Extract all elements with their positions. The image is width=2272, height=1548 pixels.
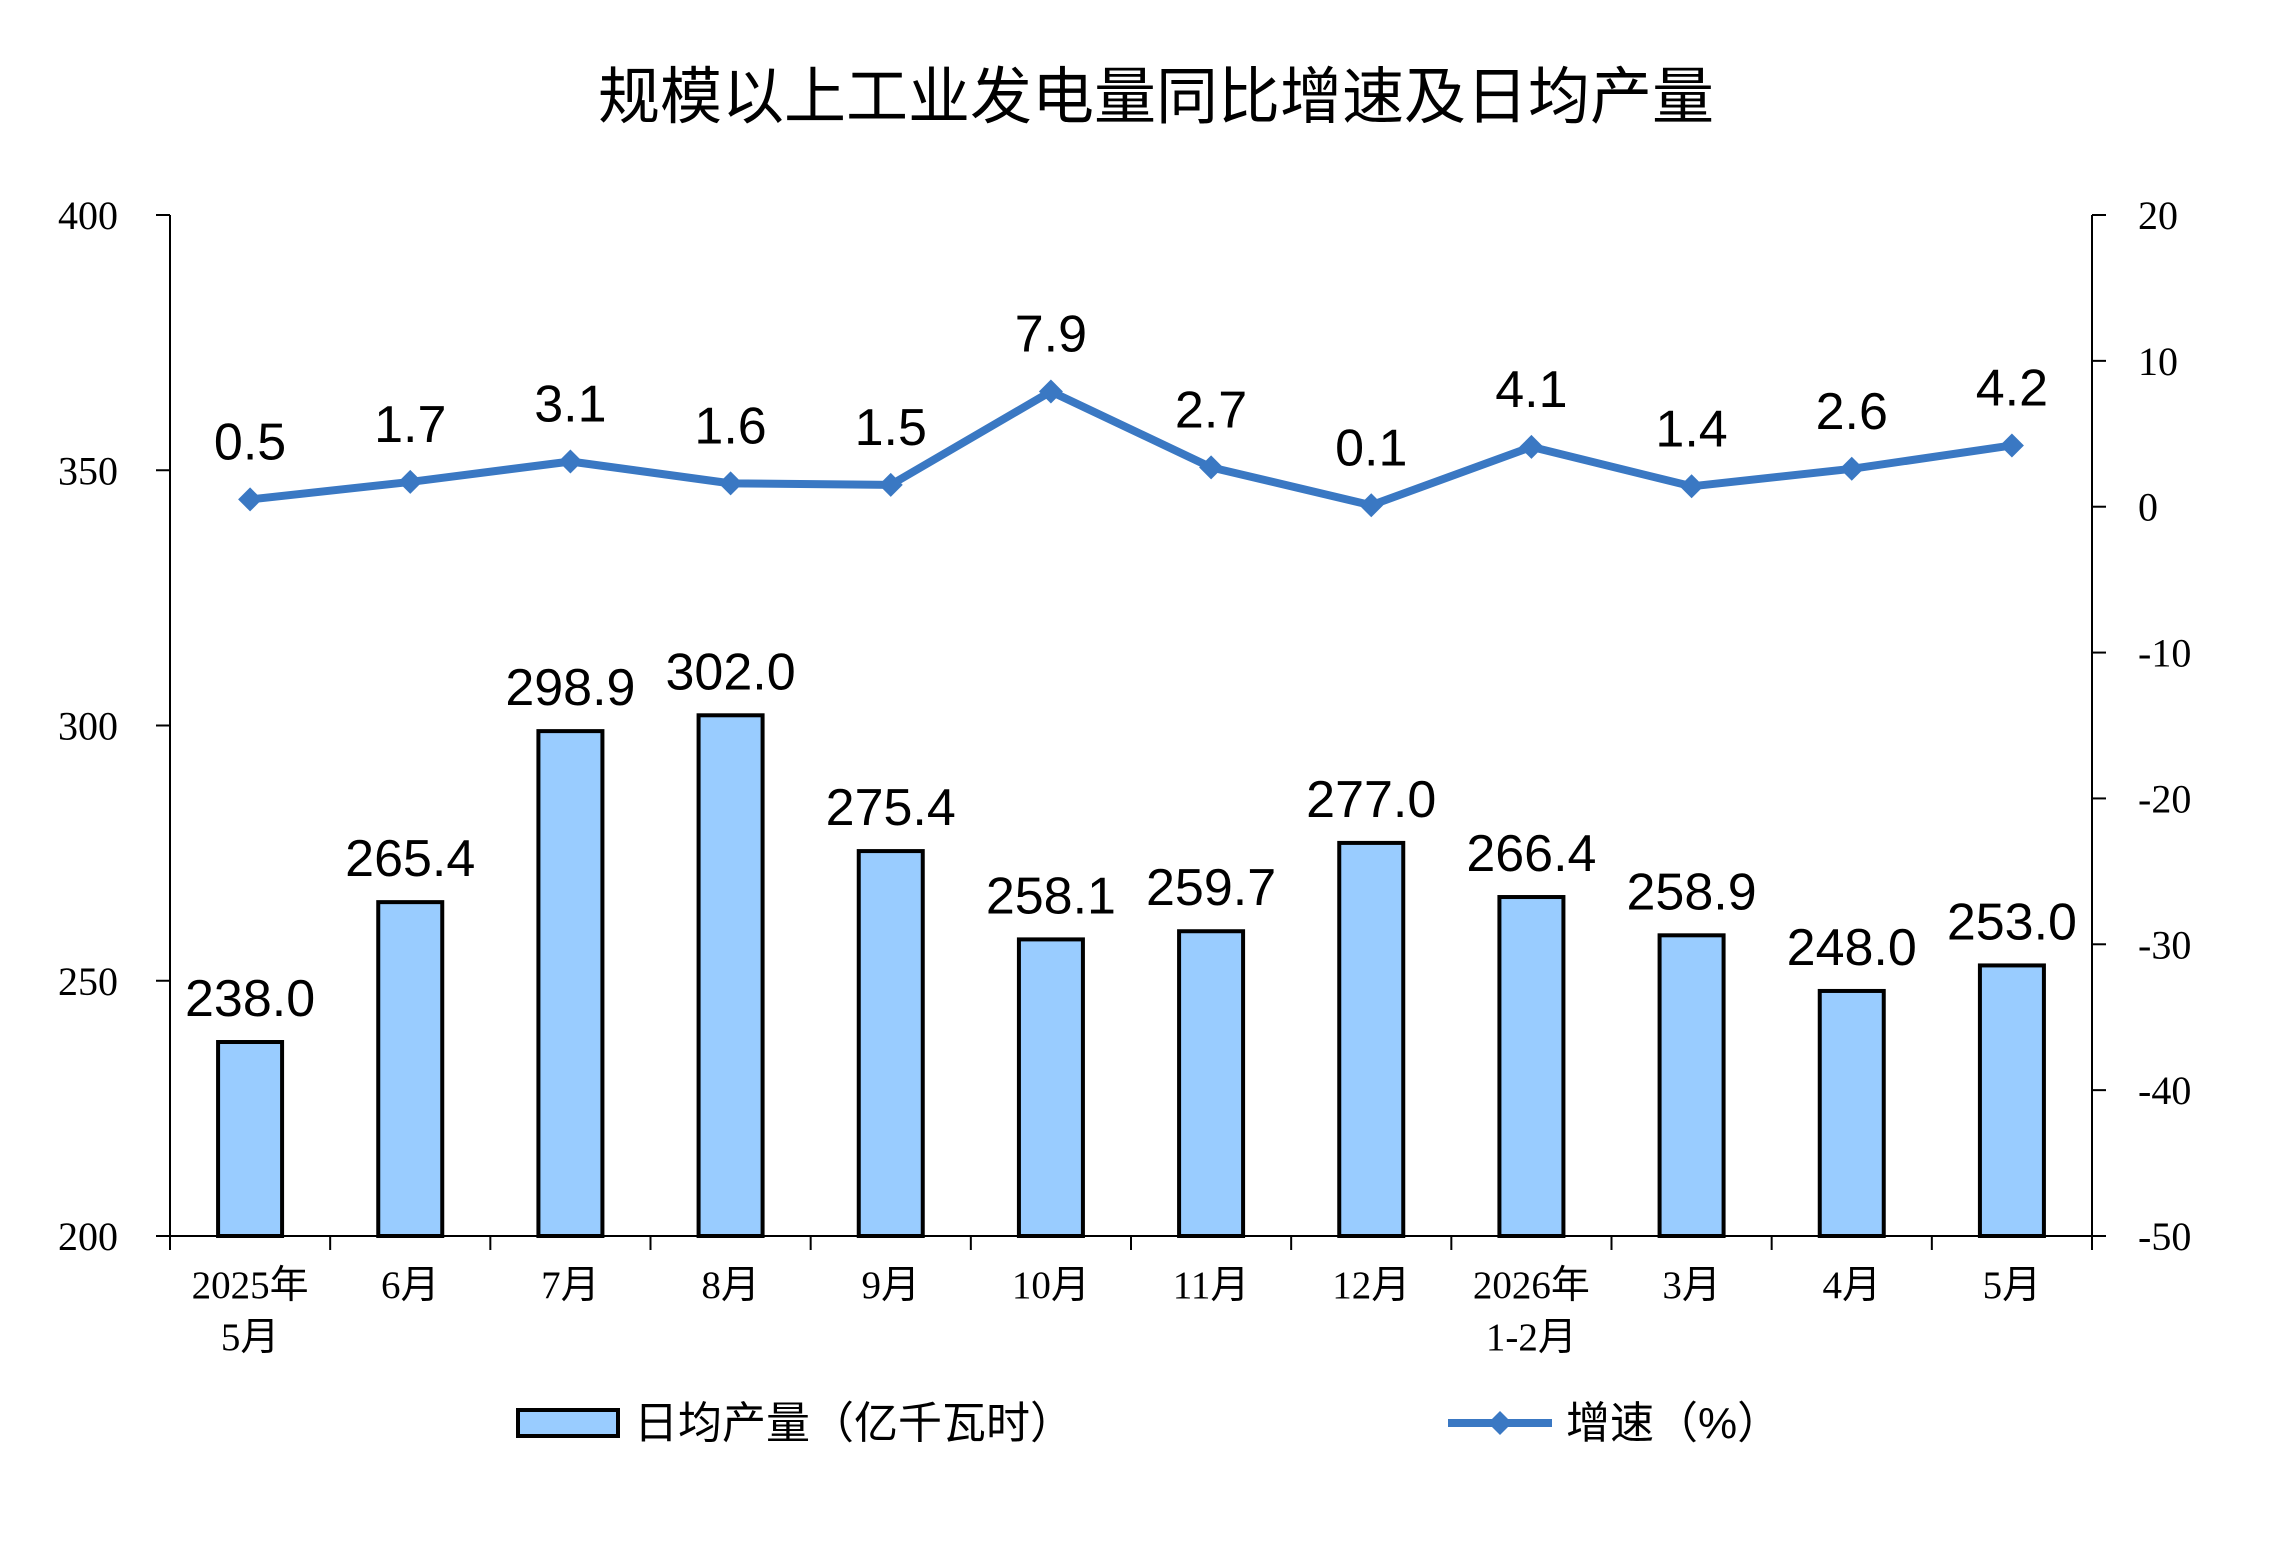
left-tick-label: 250 [58,959,118,1004]
right-tick-label: -20 [2138,776,2191,821]
line-series [238,379,2024,518]
x-category-label: 5月 [1983,1264,2042,1307]
line-data-label: 0.1 [1335,419,1407,477]
line-data-label: 7.9 [1015,305,1087,363]
bar-data-label: 275.4 [826,779,956,837]
line-data-label: 1.7 [374,396,446,454]
x-category-label: 8月 [701,1264,760,1307]
line-data-label: 2.6 [1816,383,1888,441]
line-point [1199,455,1224,480]
bar-data-label: 238.0 [185,970,315,1028]
legend-bar-swatch [516,1408,620,1438]
right-tick-label: -10 [2138,631,2191,676]
line-point [1999,433,2024,458]
bar [376,900,445,1238]
legend-line-marker [1488,1411,1512,1435]
right-tick-label: -50 [2138,1214,2191,1259]
bar [536,729,605,1238]
bar [856,849,925,1238]
right-tick-label: 10 [2138,339,2178,384]
legend-bar-label: 日均产量（亿千瓦时） [634,1399,1074,1448]
bar [1497,895,1566,1238]
line-point [1038,379,1063,404]
line-point [1359,493,1384,518]
right-tick-label: -40 [2138,1068,2191,1113]
bar [1337,840,1406,1238]
bar [1657,933,1726,1238]
line-series-path [249,387,2013,510]
line-point [1679,474,1704,499]
line-point [1519,434,1544,459]
x-category-label: 5月 [221,1316,280,1359]
line-data-label: 4.1 [1495,361,1567,419]
bar-data-label: 253.0 [1947,893,2077,951]
legend: 日均产量（亿千瓦时） 增速（%） [516,1399,1781,1448]
bar-data-label: 258.9 [1627,863,1757,921]
bar-data-labels: 238.0 265.4 298.9 302.0 275.4 258.1 259.7 277.0… [185,643,2077,1028]
x-category-label: 2025年 [192,1264,309,1307]
axes: 200 250 300 350 400 -50 -40 -30 -20 -10 0 10 20 [58,193,2191,1259]
line-data-label: 1.4 [1655,400,1727,458]
bar [216,1040,285,1239]
left-tick-label: 350 [58,448,118,493]
right-tick-label: 0 [2138,485,2158,530]
legend-line-label: 增速（%） [1566,1399,1781,1448]
line-data-label: 3.1 [534,375,606,433]
line-data-label: 0.5 [214,413,286,471]
x-category-label: 11月 [1173,1264,1250,1307]
line-point [878,472,903,497]
bar [1977,963,2046,1238]
chart-title: 规模以上工业发电量同比增速及日均产量 [598,63,1714,132]
bar [1817,988,1886,1239]
line-data-label: 2.7 [1175,381,1247,439]
x-category-label: 10月 [1012,1264,1090,1307]
right-tick-label: 20 [2138,193,2178,238]
left-tick-label: 400 [58,193,118,238]
line-point [398,469,423,494]
bar-data-label: 259.7 [1146,859,1276,917]
bar-data-label: 302.0 [666,643,796,701]
line-data-label: 4.2 [1976,359,2048,417]
line-data-labels: 0.5 1.7 3.1 1.6 1.5 7.9 2.7 0.1 4.1 1.4 2.6 4.2 [214,305,2048,477]
x-category-label: 3月 [1662,1264,1721,1307]
bar-data-label: 277.0 [1306,771,1436,829]
bar-series [216,713,2046,1239]
x-axis-category-labels: 2025年 5月 6月 7月 8月 9月 10月 11月 12月 2026年 1-2月 3月 4月 5月 [192,1264,2042,1359]
bar-data-label: 298.9 [505,659,635,717]
line-point [238,487,263,512]
line-point [558,449,583,474]
bar-data-label: 266.4 [1466,825,1596,883]
x-category-label: 12月 [1332,1264,1410,1307]
bar [1177,929,1246,1238]
x-category-label: 1-2月 [1486,1316,1577,1359]
bar-data-label: 248.0 [1787,919,1917,977]
x-category-label: 7月 [541,1264,600,1307]
left-tick-label: 300 [58,704,118,749]
x-category-label: 6月 [381,1264,440,1307]
right-tick-label: -30 [2138,922,2191,967]
bar-data-label: 258.1 [986,867,1116,925]
x-category-label: 9月 [861,1264,920,1307]
line-point [718,471,743,496]
line-data-label: 1.6 [694,397,766,455]
x-category-label: 4月 [1822,1264,1881,1307]
left-tick-label: 200 [58,1214,118,1259]
line-data-label: 1.5 [855,399,927,457]
bar-data-label: 265.4 [345,830,475,888]
x-category-label: 2026年 [1473,1264,1590,1307]
bar [696,713,765,1238]
bar [1016,937,1085,1238]
line-point [1839,456,1864,481]
